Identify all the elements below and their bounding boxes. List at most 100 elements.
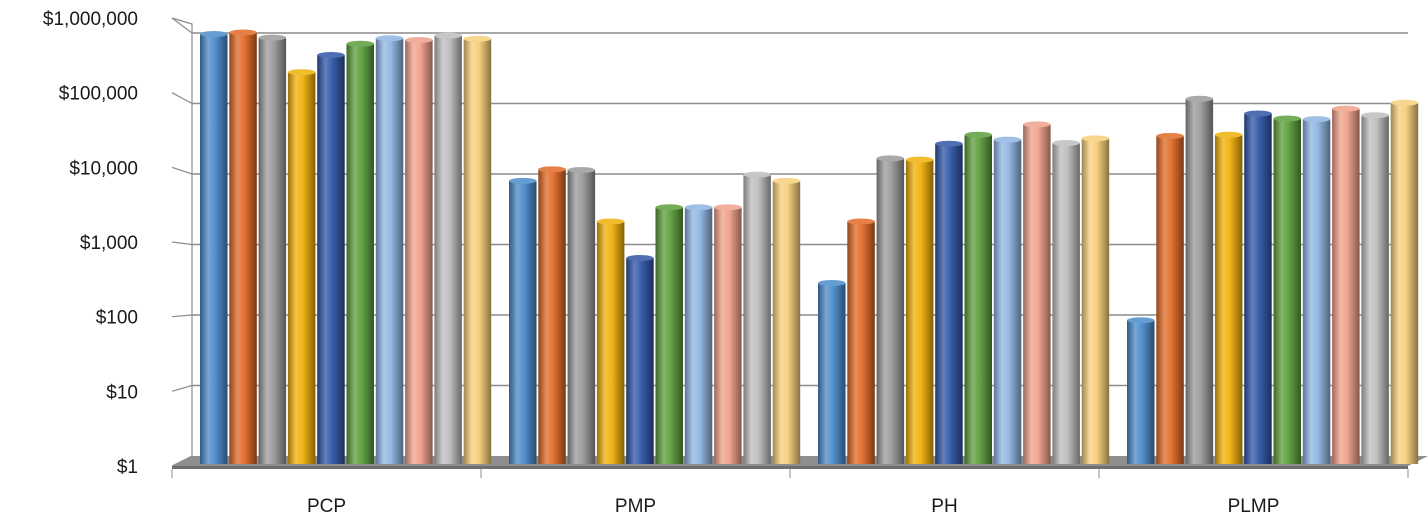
bar-cap	[1361, 112, 1389, 119]
bar-cap	[346, 40, 374, 47]
bar	[964, 131, 992, 464]
bar-body	[1156, 135, 1184, 464]
bar	[1052, 140, 1080, 464]
bar-body	[1052, 143, 1080, 464]
bar	[993, 136, 1022, 464]
bar-cap	[1081, 135, 1110, 142]
bar	[905, 156, 934, 464]
bar-body	[1081, 138, 1110, 464]
bar	[1390, 99, 1419, 464]
bar	[626, 254, 654, 464]
bar-body	[200, 33, 228, 464]
gridline-side	[171, 17, 193, 34]
bar-cap	[684, 204, 713, 211]
bar-body	[1244, 113, 1272, 464]
bar-cap	[200, 30, 228, 37]
bar-cap	[1332, 105, 1360, 112]
bar-cap	[434, 32, 462, 39]
bar-cap	[626, 254, 654, 261]
bar-cap	[655, 204, 683, 211]
bar-cap	[905, 156, 934, 163]
y-tick-label: $1,000,000	[43, 9, 138, 30]
bar-body	[772, 180, 801, 464]
bar	[200, 30, 228, 464]
bar-cap	[1390, 99, 1419, 106]
bar-body	[229, 32, 257, 464]
y-tick-label: $10,000	[69, 158, 138, 179]
bar-cap	[509, 177, 537, 184]
bar-cap	[993, 136, 1022, 143]
bar	[596, 218, 625, 464]
bar-body	[1332, 108, 1360, 464]
bar-body	[346, 43, 374, 464]
bar	[229, 29, 257, 464]
bar-cap	[1302, 116, 1331, 123]
bar-cap	[964, 131, 992, 138]
bar	[1156, 132, 1184, 464]
bar-cap	[375, 35, 404, 42]
bar-cap	[567, 166, 596, 173]
bar	[346, 40, 374, 464]
bar	[1361, 112, 1389, 465]
bar	[1214, 131, 1243, 464]
bar-cap	[935, 140, 963, 147]
bar-cap	[258, 34, 287, 41]
bar	[405, 36, 433, 465]
bar	[743, 171, 771, 464]
bar	[434, 32, 462, 465]
bar-cap	[1156, 132, 1184, 139]
bar	[538, 166, 566, 465]
bar	[876, 155, 905, 465]
bar-body	[876, 158, 905, 465]
bar-cap	[1023, 121, 1051, 128]
bar-body	[714, 207, 742, 465]
bar-cap	[1214, 131, 1243, 138]
gridline-side	[171, 166, 193, 175]
bar-cap	[538, 166, 566, 173]
y-tick-label: $1,000	[80, 233, 138, 254]
bar-body	[993, 139, 1022, 464]
x-tick-label: PMP	[615, 496, 656, 516]
bar	[847, 218, 875, 464]
bar-body	[743, 174, 771, 464]
bar-body	[1302, 119, 1331, 464]
gridline-side	[171, 241, 193, 246]
gridline-side	[171, 92, 193, 105]
gridline-side	[171, 314, 193, 318]
x-tick-label: PLMP	[1228, 496, 1280, 516]
bar	[684, 204, 713, 465]
bar	[1023, 121, 1051, 465]
bar-cap	[463, 35, 492, 42]
bar-body	[405, 39, 433, 465]
bar	[818, 280, 846, 464]
bar-cap	[818, 280, 846, 287]
bar-cap	[1273, 115, 1301, 122]
bar-body	[1361, 115, 1389, 465]
bar-body	[655, 207, 683, 465]
bar-body	[818, 283, 846, 464]
bar-body	[1127, 320, 1155, 464]
bar-cap	[1185, 95, 1214, 102]
bar	[567, 166, 596, 464]
x-tick-label: PCP	[307, 496, 346, 516]
bar-body	[1214, 134, 1243, 464]
bar-cap	[287, 69, 316, 76]
bar-body	[626, 257, 654, 464]
bar	[375, 35, 404, 464]
bars	[200, 29, 1419, 465]
bar-body	[1185, 98, 1214, 465]
bar-body	[567, 169, 596, 464]
bar-cap	[1127, 317, 1155, 324]
x-axis: PCP PMP PH PLMP	[171, 469, 1409, 516]
floor-edge	[172, 466, 1408, 469]
bar-body	[375, 38, 404, 464]
bar-body	[964, 134, 992, 464]
bar-cap	[847, 218, 875, 225]
bar-body	[905, 159, 934, 464]
bar	[287, 69, 316, 464]
bar-body	[847, 221, 875, 464]
bar-body	[1273, 118, 1301, 465]
bar	[258, 34, 287, 465]
bar-body	[287, 72, 316, 464]
bar-cap	[405, 36, 433, 43]
